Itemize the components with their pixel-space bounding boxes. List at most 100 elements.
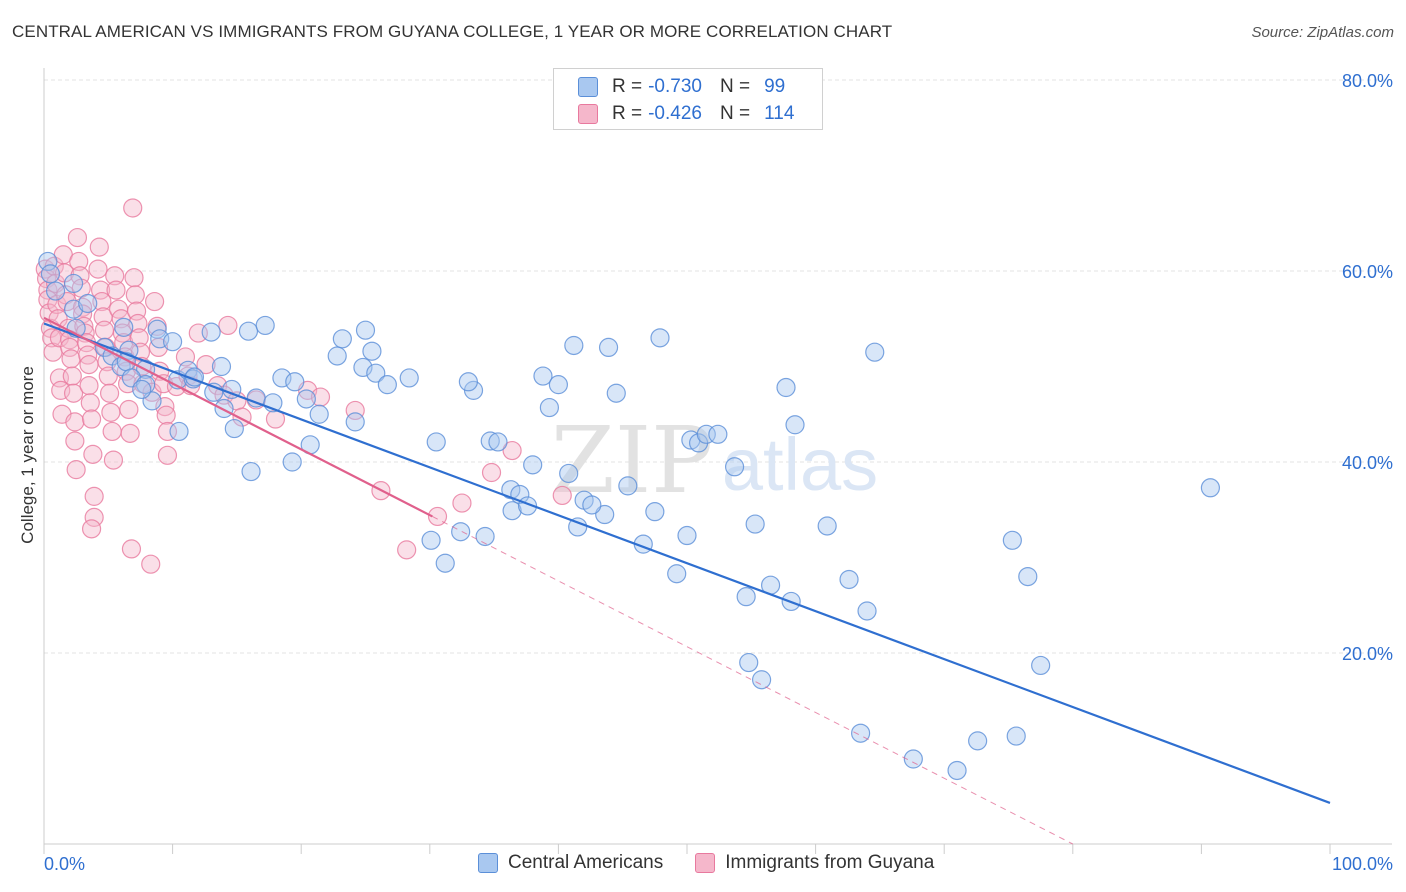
guyana-point bbox=[99, 383, 120, 403]
guyana-point bbox=[120, 423, 140, 443]
central-american-point bbox=[63, 299, 84, 319]
guyana-point bbox=[141, 554, 161, 574]
guyana-point bbox=[62, 366, 82, 386]
central-american-point bbox=[345, 412, 365, 432]
central-american-point bbox=[606, 383, 626, 403]
guyana-point bbox=[81, 409, 102, 429]
guyana-point bbox=[79, 376, 99, 396]
central-american-point bbox=[38, 251, 58, 272]
central-american-point bbox=[163, 332, 183, 352]
central-american-point bbox=[1031, 655, 1051, 676]
central-american-point bbox=[650, 328, 670, 348]
central-american-point bbox=[114, 317, 134, 337]
guyana-point bbox=[84, 486, 104, 506]
central-american-point bbox=[475, 526, 495, 547]
tick-labels: 20.0% 40.0% 60.0% 80.0% 0.0% 100.0% bbox=[44, 71, 1393, 874]
central-american-point bbox=[947, 760, 967, 781]
guyana-point bbox=[83, 444, 103, 464]
legend-swatch-blue bbox=[478, 853, 498, 873]
central-american-point bbox=[1018, 566, 1038, 587]
guyana-point bbox=[94, 320, 115, 340]
legend-row-central-americans: R = -0.730 N = 99 bbox=[578, 75, 785, 99]
central-american-point bbox=[435, 553, 455, 573]
central-american-point bbox=[785, 415, 805, 435]
central-american-point bbox=[667, 564, 687, 584]
central-american-point bbox=[564, 335, 584, 356]
guyana-point bbox=[502, 440, 522, 461]
central-american-point bbox=[1002, 530, 1022, 550]
y-tick-label: 20.0% bbox=[1342, 644, 1393, 664]
guyana-point bbox=[66, 460, 86, 480]
guyana-point bbox=[310, 387, 331, 407]
legend-item-immigrants-from-guyana[interactable]: Immigrants from Guyana bbox=[695, 852, 934, 874]
x-tick-label: 0.0% bbox=[44, 854, 85, 874]
central-american-point bbox=[241, 461, 261, 482]
central-american-point bbox=[559, 463, 579, 484]
central-american-point bbox=[362, 341, 382, 361]
chart-title: CENTRAL AMERICAN VS IMMIGRANTS FROM GUYA… bbox=[12, 22, 893, 41]
guyana-point bbox=[80, 393, 100, 413]
central-american-point bbox=[645, 502, 665, 522]
central-american-point bbox=[488, 432, 508, 452]
guyana-point bbox=[157, 421, 178, 442]
central-american-point bbox=[751, 670, 772, 690]
central-american-point bbox=[582, 495, 602, 515]
guyana-point bbox=[106, 280, 126, 300]
guyana-point bbox=[125, 285, 145, 305]
legend-row-immigrants-from-guyana: R = -0.426 N = 114 bbox=[578, 102, 794, 126]
central-american-point bbox=[224, 418, 244, 439]
central-american-point bbox=[968, 731, 988, 751]
guyana-point bbox=[84, 507, 104, 527]
guyana-point bbox=[123, 198, 143, 218]
central-american-point bbox=[169, 421, 189, 442]
central-american-point bbox=[458, 372, 478, 392]
central-american-point bbox=[285, 372, 305, 392]
central-american-point bbox=[255, 315, 275, 336]
guyana-point bbox=[102, 421, 122, 442]
central-americans-trend-line bbox=[43, 322, 1331, 804]
legend-n-label: N = bbox=[719, 103, 751, 124]
central-american-point bbox=[745, 514, 765, 534]
y-tick-label: 80.0% bbox=[1342, 71, 1393, 91]
guyana-point bbox=[78, 345, 98, 365]
guyana-point bbox=[63, 383, 84, 403]
central-american-point bbox=[45, 281, 66, 301]
watermark-zip: ZIP bbox=[551, 407, 713, 514]
legend-item-central-americans[interactable]: Central Americans bbox=[478, 852, 663, 874]
legend-r-value: -0.426 bbox=[648, 103, 702, 124]
guyana-point bbox=[92, 291, 112, 312]
central-american-point bbox=[533, 366, 553, 386]
legend-n-label: N = bbox=[719, 76, 751, 97]
guyana-point bbox=[103, 450, 124, 470]
central-american-point bbox=[377, 375, 397, 395]
central-american-point bbox=[238, 321, 259, 341]
legend-r-value: -0.730 bbox=[648, 76, 702, 97]
guyana-point bbox=[67, 227, 88, 248]
central-american-point bbox=[366, 363, 386, 383]
legend-swatch-pink bbox=[695, 853, 716, 873]
central-american-point bbox=[272, 368, 292, 388]
central-american-point bbox=[421, 530, 441, 550]
guyana-point bbox=[119, 399, 139, 420]
central-american-point bbox=[480, 431, 500, 451]
guyana-point bbox=[74, 316, 94, 336]
y-tick-label: 60.0% bbox=[1342, 262, 1393, 282]
guyana-point bbox=[397, 540, 417, 560]
central-american-point bbox=[40, 264, 61, 284]
guyana-point bbox=[427, 506, 448, 527]
watermark-atlas: atlas bbox=[722, 423, 878, 506]
guyana-point bbox=[69, 251, 89, 272]
central-american-point bbox=[817, 516, 837, 536]
guyana-point bbox=[124, 268, 144, 288]
guyana-point bbox=[128, 313, 148, 334]
correlation-legend: R = -0.730 N = 99 R = -0.426 N = 114 bbox=[553, 68, 823, 130]
guyana-trend-extension bbox=[432, 515, 1074, 845]
series-legend: Central Americans Immigrants from Guyana bbox=[478, 852, 966, 874]
guyana-point bbox=[81, 519, 102, 539]
central-american-point bbox=[857, 601, 877, 621]
central-american-point bbox=[696, 424, 716, 444]
legend-r-label: R = bbox=[612, 76, 643, 97]
grid-lines bbox=[44, 79, 1392, 654]
watermark: ZIP atlas bbox=[551, 407, 878, 514]
